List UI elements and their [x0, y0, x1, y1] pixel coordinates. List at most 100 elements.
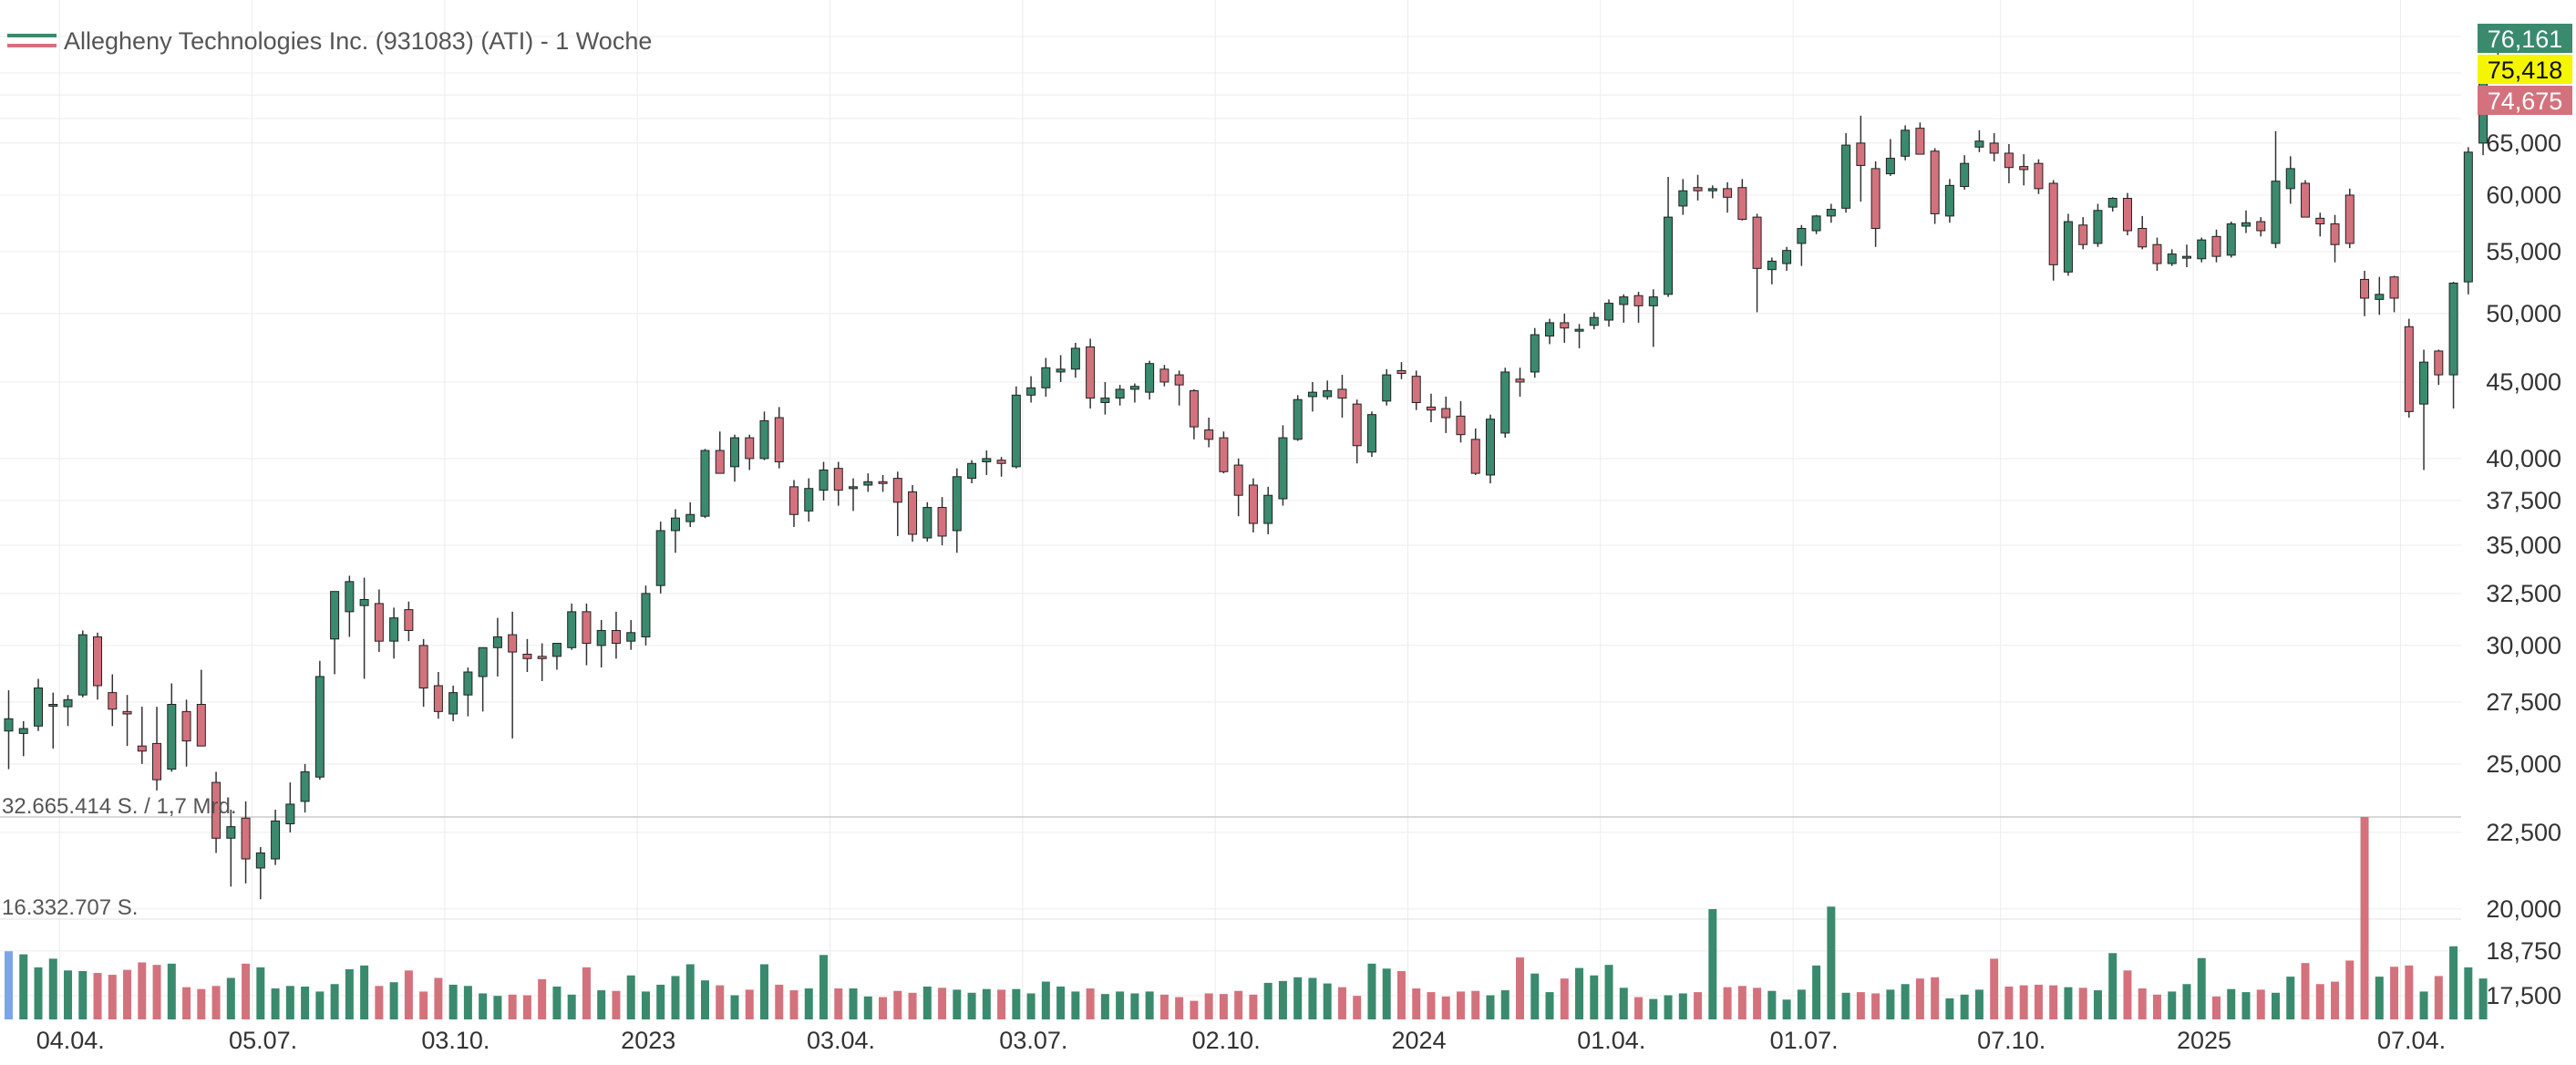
candle-body: [2093, 210, 2103, 244]
candle-body: [1797, 228, 1807, 244]
candle-body: [1441, 408, 1451, 419]
volume-bar: [1797, 989, 1806, 1019]
candle: [1560, 313, 1570, 343]
candle-body: [2256, 221, 2266, 232]
volume-bar: [1604, 965, 1613, 1019]
candle-body: [1307, 391, 1317, 398]
candle: [152, 707, 162, 791]
candle: [167, 683, 177, 772]
volume-bar: [1353, 996, 1362, 1019]
volume-bar: [2419, 991, 2428, 1019]
volume-bar: [893, 990, 902, 1019]
volume-bar: [2108, 953, 2117, 1019]
candle-body: [582, 611, 592, 645]
volume-bar: [1767, 990, 1777, 1019]
candle: [2093, 203, 2103, 247]
candle-body: [2344, 194, 2354, 244]
candle: [863, 473, 873, 492]
y-tick-label: 22,500: [2486, 819, 2561, 846]
volume-bar: [360, 965, 369, 1019]
price-candles: [4, 33, 2518, 900]
candle: [567, 603, 577, 650]
candle-body: [2360, 278, 2370, 299]
volume-bar: [1901, 984, 1910, 1019]
candle-body: [1026, 387, 1036, 396]
volume-bar: [1664, 995, 1673, 1019]
candle: [300, 763, 310, 813]
volume-bar: [2078, 987, 2087, 1019]
candle: [1278, 425, 1288, 506]
volume-bar: [538, 978, 547, 1019]
candle-body: [1901, 129, 1911, 157]
volume-bar: [123, 969, 132, 1019]
candle: [448, 685, 459, 721]
volume-bar: [1130, 993, 1139, 1019]
volume-bar: [1649, 998, 1658, 1019]
candle-body: [2241, 222, 2251, 227]
volume-bar: [182, 987, 191, 1019]
chart-legend[interactable]: Allegheny Technologies Inc. (931083) (AT…: [7, 27, 652, 55]
candle-body: [1500, 371, 1510, 434]
volume-bars: [5, 817, 2488, 1019]
candle-body: [1752, 216, 1762, 269]
candle-body: [2389, 276, 2399, 299]
volume-bar: [2315, 984, 2324, 1019]
candle: [1856, 115, 1866, 202]
candle: [1026, 376, 1036, 403]
candle-body: [2107, 198, 2117, 208]
candle: [1811, 214, 1821, 234]
candle: [1189, 388, 1199, 439]
candle: [745, 434, 755, 470]
candle-body: [863, 481, 873, 486]
x-tick-label: 2025: [2177, 1027, 2231, 1054]
candle-body: [759, 419, 769, 460]
candle-body: [2330, 223, 2340, 245]
x-tick-label: 07.10.: [1977, 1027, 2045, 1054]
candle: [655, 522, 665, 594]
candle: [2404, 318, 2414, 419]
candle-body: [1456, 415, 1466, 436]
candle: [1664, 177, 1674, 297]
volume-bar: [922, 986, 932, 1019]
candle-body: [1648, 296, 1658, 306]
candle-body: [937, 507, 947, 537]
volume-bar: [879, 997, 888, 1019]
candle-body: [1885, 158, 1895, 175]
volume-bar: [34, 967, 43, 1019]
volume-bar: [1337, 987, 1346, 1019]
candle: [2434, 349, 2444, 386]
candle: [1619, 294, 1629, 323]
candle: [93, 632, 103, 700]
volume-bar: [1694, 992, 1703, 1019]
candle: [537, 643, 547, 681]
legend-swatch-up: [7, 34, 57, 37]
candle-body: [655, 530, 665, 586]
candle: [374, 589, 384, 653]
candle-body: [700, 450, 710, 517]
candle-body: [345, 581, 355, 613]
candle: [878, 474, 888, 492]
last-price-badge: [2478, 55, 2572, 84]
candle: [715, 431, 725, 474]
candle: [255, 846, 265, 900]
volume-bar: [419, 991, 428, 1019]
candle: [1011, 386, 1021, 469]
volume-bar: [211, 986, 221, 1019]
candle: [1530, 327, 1540, 378]
candle: [937, 497, 947, 546]
volume-bar: [2019, 985, 2028, 1019]
candle: [849, 478, 859, 512]
candle-body: [2211, 235, 2221, 257]
candle: [2330, 214, 2340, 263]
volume-bar: [656, 984, 665, 1019]
candle-body: [1115, 388, 1125, 399]
volume-bar: [1041, 981, 1050, 1019]
candle-body: [2301, 182, 2311, 218]
candle: [1707, 185, 1717, 199]
candle: [1944, 179, 1954, 223]
candle-body: [1574, 328, 1584, 332]
candle-body: [330, 591, 340, 640]
volume-bar: [1204, 993, 1213, 1019]
volume-bar: [48, 958, 57, 1019]
volume-bar: [1412, 988, 1421, 1019]
